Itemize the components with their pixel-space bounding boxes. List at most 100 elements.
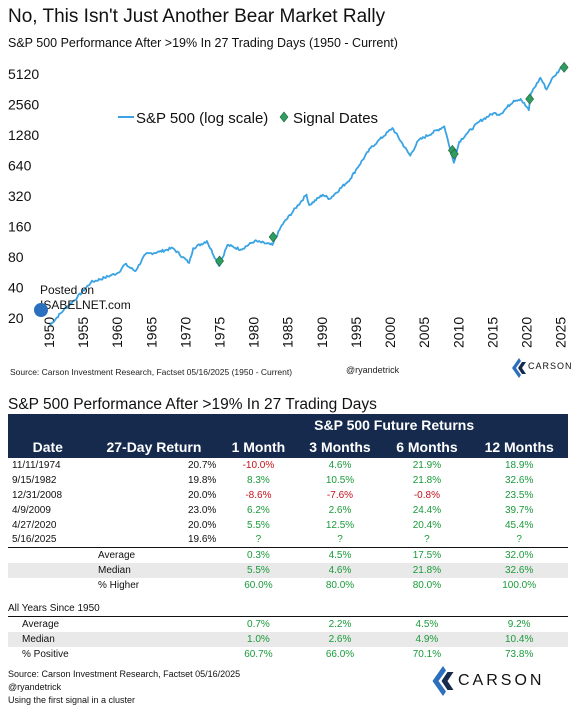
sp500-line-chart: 20 40 80 160 320 640 1280 2560 5120 1950 1955 1960 1…	[8, 61, 569, 348]
summary-m1: 1.0%	[220, 631, 297, 647]
chart-title: No, This Isn't Just Another Bear Market …	[8, 6, 386, 27]
cell-m12: 45.4%	[505, 519, 534, 531]
y-tick-label: 640	[8, 158, 32, 174]
cell-m6: 21.9%	[412, 459, 442, 471]
x-tick-label: 1975	[212, 317, 228, 348]
isabelnet-logo-icon	[34, 303, 48, 317]
cell-ret: 20.7%	[187, 459, 217, 471]
posted-on-label: Posted on	[40, 283, 95, 297]
table-title: S&P 500 Performance After >19% In 27 Tra…	[8, 396, 377, 413]
x-tick-label: 2010	[450, 317, 466, 348]
summary-label: Median	[8, 563, 221, 579]
signal-marker	[449, 148, 459, 160]
x-tick-label: 2000	[382, 317, 398, 348]
cell-m6: -0.8%	[413, 489, 440, 501]
cell-ret: 19.6%	[187, 534, 217, 546]
footer-handle: @ryandetrick	[8, 682, 62, 692]
carson-logo-text: CARSON	[528, 361, 573, 371]
footer-source: Source: Carson Investment Research, Fact…	[8, 669, 241, 679]
summary-m12: 32.0%	[470, 547, 568, 564]
summary-row: Median 1.0% 2.6% 4.9% 10.4%	[8, 631, 568, 647]
carson-logo-text: CARSON	[458, 672, 545, 689]
legend-label-signals: Signal Dates	[293, 110, 378, 127]
summary-m6: 17.5%	[383, 547, 471, 564]
summary-label: Average	[8, 615, 221, 632]
cell-m1: -8.6%	[245, 489, 272, 501]
x-tick-label: 1950	[41, 317, 57, 348]
cell-date: 4/9/2009	[12, 504, 51, 516]
x-tick-label: 2025	[553, 317, 569, 348]
cell-m1: 6.2%	[247, 504, 270, 516]
cell-m3: -7.6%	[326, 489, 354, 501]
table-row: 5/16/2025 19.6%????	[8, 532, 568, 547]
x-tick-label: 1960	[109, 317, 125, 348]
cell-m12: 18.9%	[505, 459, 534, 471]
cell-m1: ?	[255, 534, 262, 546]
summary-row: Average 0.3% 4.5% 17.5% 32.0%	[8, 547, 568, 564]
y-tick-label: 160	[8, 219, 32, 235]
summary-m1: 0.3%	[220, 547, 297, 564]
all-years-title: All Years Since 1950	[8, 602, 100, 614]
cell-ret: 23.0%	[187, 504, 217, 516]
summary-row: Median 5.5% 4.6% 21.8% 32.6%	[8, 563, 568, 579]
cell-m6: 24.4%	[412, 504, 442, 516]
cell-date: 12/31/2008	[12, 489, 63, 501]
posted-site-label: ISABELNET.com	[40, 298, 131, 312]
col-6m: 6 Months	[383, 436, 471, 458]
footer-notes: Source: Carson Investment Research, Fact…	[8, 668, 240, 707]
y-tick-label: 1280	[8, 127, 39, 143]
x-tick-label: 1980	[246, 317, 262, 348]
summary-m6: 21.8%	[383, 563, 471, 579]
summary-m12: 9.2%	[470, 615, 568, 632]
all-years-header-row: All Years Since 1950	[8, 601, 568, 616]
summary-m12: 32.6%	[470, 563, 568, 579]
summary-m6: 4.9%	[383, 631, 471, 647]
header-spacer	[8, 414, 221, 436]
cell-date: 4/27/2020	[12, 519, 57, 531]
cell-m1: 5.5%	[247, 519, 270, 531]
signal-marker	[215, 255, 224, 267]
summary-row: Average 0.7% 2.2% 4.5% 9.2%	[8, 615, 568, 632]
x-tick-label: 1985	[280, 317, 296, 348]
summary-label: % Higher	[98, 580, 140, 592]
col-3m: 3 Months	[296, 436, 384, 458]
summary-m12: 100.0%	[502, 580, 537, 592]
table-row: 12/31/2008 20.0% -8.6% -7.6% -0.8% 23.5%	[8, 488, 568, 503]
x-tick-label: 2015	[484, 317, 500, 348]
cell-date: 5/16/2025	[12, 534, 57, 546]
summary-m6: 80.0%	[412, 580, 442, 592]
table-row: 11/11/1974 20.7% -10.0% 4.6% 21.9% 18.9%	[8, 458, 568, 473]
carson-mark-icon	[512, 358, 526, 378]
x-tick-label: 1990	[314, 317, 330, 348]
legend-label-sp500: S&P 500 (log scale)	[136, 110, 268, 127]
y-tick-label: 2560	[8, 97, 39, 113]
chart-subtitle: S&P 500 Performance After >19% In 27 Tra…	[8, 36, 398, 50]
y-tick-label: 40	[8, 280, 24, 296]
cell-ret: 20.0%	[187, 519, 217, 531]
footer-note: Using the first signal in a cluster	[8, 695, 136, 705]
summary-m12: 10.4%	[470, 631, 568, 647]
col-date: Date	[8, 436, 88, 458]
y-tick-label: 80	[8, 249, 24, 265]
table-row: 9/15/1982 19.8% 8.3% 10.5% 21.8% 32.6%	[8, 473, 568, 488]
summary-m3: 80.0%	[325, 580, 355, 592]
carson-mark-icon	[432, 666, 454, 696]
chart-source: Source: Carson Investment Research, Fact…	[10, 367, 293, 377]
x-tick-label: 1965	[143, 317, 159, 348]
summary-m3: 4.6%	[296, 563, 384, 579]
summary-label: Median	[8, 631, 221, 647]
summary-m1: 60.0%	[244, 580, 273, 592]
carson-logo-large: CARSON	[430, 664, 570, 700]
cell-m12: 39.7%	[505, 504, 534, 516]
returns-table: S&P 500 Future Returns Date 27-Day Retur…	[8, 414, 568, 662]
summary-m3: 2.2%	[296, 615, 384, 632]
x-tick-label: 1955	[75, 317, 91, 348]
cell-m6: 21.8%	[412, 474, 442, 486]
summary-m1: 0.7%	[220, 615, 297, 632]
cell-m3: ?	[337, 534, 343, 546]
cell-ret: 19.8%	[187, 474, 217, 486]
summary-m1: 60.7%	[244, 648, 273, 660]
cell-m3: 4.6%	[328, 459, 352, 471]
x-tick-label: 2020	[518, 317, 534, 348]
chart-handle: @ryandetrick	[346, 365, 400, 375]
